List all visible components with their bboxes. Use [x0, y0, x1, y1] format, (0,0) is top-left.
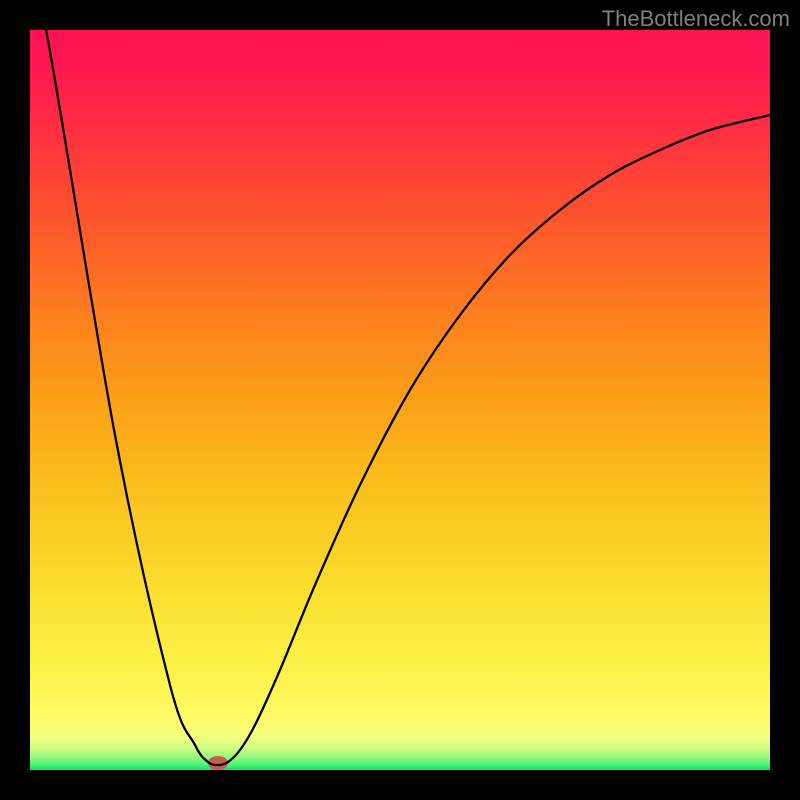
watermark-text: TheBottleneck.com: [602, 6, 790, 32]
chart-svg: [0, 0, 800, 800]
chart-background-gradient: [30, 30, 770, 770]
chart-container: TheBottleneck.com: [0, 0, 800, 800]
